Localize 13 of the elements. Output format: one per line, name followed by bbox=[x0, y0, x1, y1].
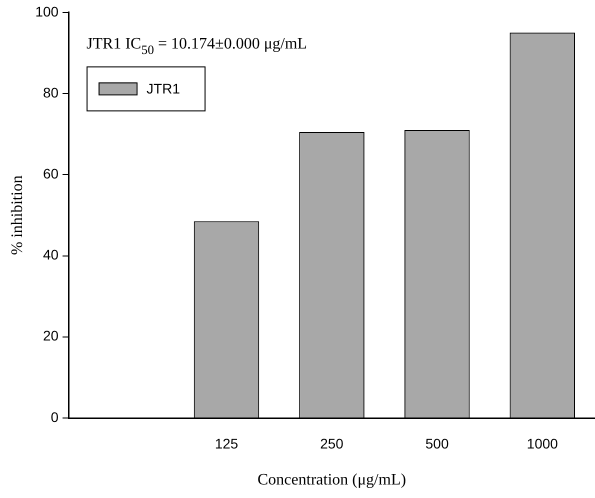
x-tick-label: 125 bbox=[214, 435, 238, 452]
y-tick-label: 40 bbox=[42, 246, 59, 263]
y-tick-label: 20 bbox=[42, 328, 59, 344]
y-tick-label: 80 bbox=[42, 84, 59, 100]
y-tick-label: 0 bbox=[50, 408, 59, 425]
legend-label: JTR1 bbox=[146, 80, 180, 96]
y-tick-label: 100 bbox=[35, 3, 59, 20]
x-axis-title: Concentration (μg/mL) bbox=[258, 472, 406, 489]
x-tick-label: 250 bbox=[320, 435, 344, 452]
x-tick-label: 500 bbox=[425, 435, 449, 452]
x-tick-label: 1000 bbox=[526, 435, 558, 452]
y-tick-label: 60 bbox=[42, 166, 59, 182]
y-axis-title: % inhibition bbox=[8, 175, 26, 255]
